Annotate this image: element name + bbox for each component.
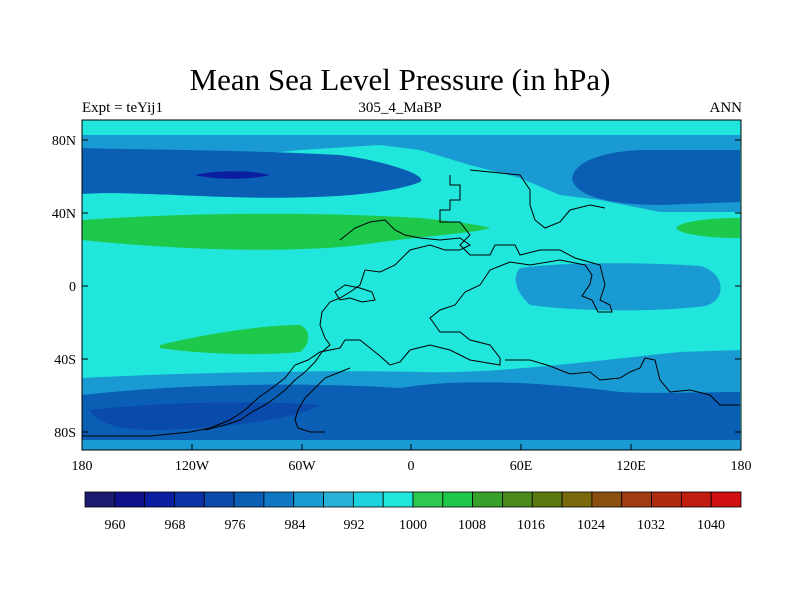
x-tick-label: 120E [616, 459, 646, 474]
continent-outline-africa [334, 284, 376, 303]
continent-outline-mid [204, 219, 471, 431]
y-tick-label: 80N [52, 134, 76, 149]
colorbar-label: 1040 [697, 518, 725, 533]
colorbar-box [263, 491, 295, 508]
x-tick-label: 60E [510, 459, 533, 474]
colorbar-box [203, 491, 235, 508]
y-tick-label: 0 [69, 280, 76, 295]
x-tick-label: 180 [731, 459, 752, 474]
pressure-field [82, 120, 741, 450]
colorbar-box [323, 491, 354, 508]
colorbar-box [412, 491, 444, 508]
colorbar-label: 960 [105, 518, 126, 533]
colorbar-box [442, 491, 474, 508]
southern-deep-low [90, 402, 320, 430]
colorbar-label: 1016 [517, 518, 545, 533]
y-tick-label: 80S [54, 426, 76, 441]
colorbar-box [651, 491, 682, 508]
colorbar-label: 1024 [577, 518, 605, 533]
southern-high [160, 325, 309, 355]
colorbar-box [591, 491, 623, 508]
colorbar [84, 491, 742, 508]
colorbar-box [233, 491, 265, 508]
colorbar-box [502, 491, 533, 508]
colorbar-box [680, 491, 712, 508]
northern-deep-low [195, 171, 270, 179]
time-label: 305_4_MaBP [358, 100, 442, 116]
x-tick-label: 0 [408, 459, 415, 474]
colorbar-label: 1032 [637, 518, 665, 533]
northern-low-core-east [572, 150, 740, 205]
colorbar-box [382, 491, 414, 508]
colorbar-box [293, 491, 324, 508]
colorbar-label: 1000 [399, 518, 427, 533]
equatorial-mid-low [515, 263, 721, 311]
continent-outline-west [505, 357, 740, 406]
colorbar-box [472, 491, 503, 508]
colorbar-box [561, 491, 593, 508]
x-tick-label: 180 [72, 459, 93, 474]
colorbar-labels: 960 968 976 984 992 1000 1008 1016 1024 … [105, 518, 726, 533]
season-label: ANN [709, 100, 743, 116]
colorbar-box [710, 491, 742, 508]
continent-outline-east [82, 175, 613, 437]
colorbar-box [352, 491, 384, 508]
plot-title: Mean Sea Level Pressure (in hPa) [189, 62, 611, 97]
southern-low-band [82, 382, 740, 450]
continent-outline-sw [294, 367, 351, 433]
colorbar-box [174, 491, 205, 508]
experiment-label: Expt = teYij1 [82, 100, 163, 116]
colorbar-box [531, 491, 563, 508]
colorbar-label: 992 [344, 518, 365, 533]
x-tick-label: 60W [288, 459, 316, 474]
colorbar-label: 1008 [458, 518, 486, 533]
y-tick-label: 40N [52, 207, 76, 222]
x-tick-label: 120W [175, 459, 210, 474]
y-axis: 80N 40N 0 40S 80S [52, 134, 741, 441]
colorbar-box [144, 491, 175, 508]
colorbar-box [84, 491, 116, 508]
colorbar-box [114, 491, 146, 508]
colorbar-box [621, 491, 652, 508]
x-axis: 180 120W 60W 0 60E 120E 180 [72, 444, 752, 474]
continent-outline-ne [469, 169, 606, 229]
colorbar-label: 976 [225, 518, 246, 533]
y-tick-label: 40S [54, 353, 76, 368]
northern-high-east [676, 218, 740, 238]
colorbar-label: 968 [165, 518, 186, 533]
colorbar-label: 984 [285, 518, 306, 533]
